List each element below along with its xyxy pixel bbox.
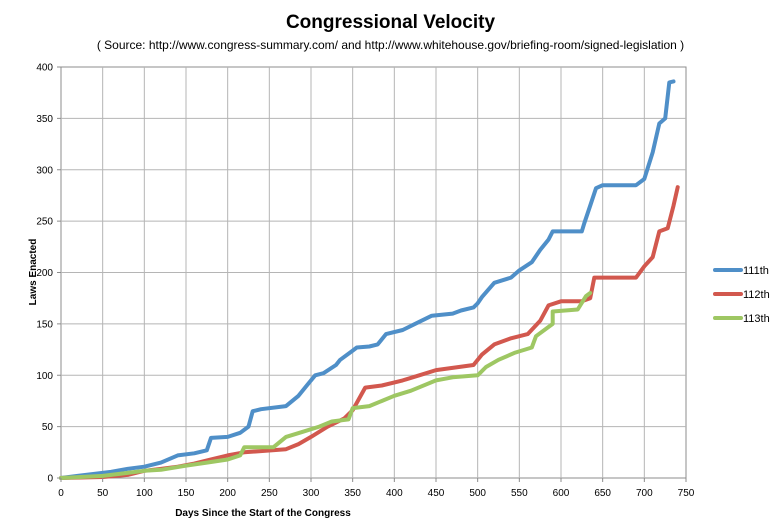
y-tick-label: 250: [36, 217, 53, 228]
y-tick-label: 350: [36, 114, 53, 125]
y-tick-label: 100: [36, 371, 53, 382]
x-tick-label: 200: [219, 488, 236, 499]
chart-title: Congressional Velocity: [285, 12, 496, 33]
x-tick-label: 100: [136, 488, 153, 499]
series-layer: [59, 79, 680, 480]
x-axis-label: Days Since the Start of the Congress: [175, 508, 351, 519]
legend-label-113th: 113th: [743, 313, 770, 325]
x-tick-label: 0: [58, 488, 64, 499]
x-tick-label: 750: [678, 488, 695, 499]
chart-subtitle: ( Source: http://www.congress-summary.co…: [96, 38, 685, 52]
y-tick-label: 150: [36, 319, 53, 330]
y-tick-label: 50: [42, 422, 54, 433]
x-tick-label: 400: [386, 488, 403, 499]
x-tick-label: 50: [97, 488, 109, 499]
grid: [60, 66, 687, 479]
y-tick-label: 200: [36, 268, 53, 279]
x-tick-label: 300: [303, 488, 320, 499]
series-line-113th: [59, 291, 593, 480]
legend-label-112th: 112th: [743, 289, 770, 301]
y-tick-label: 400: [36, 63, 53, 74]
axes: 0 50 100 150 200 250 300 350 400 450 500 550 600 650 7…: [36, 63, 694, 500]
legend-label-111th: 111th: [743, 265, 769, 277]
y-tick-label: 300: [36, 165, 53, 176]
series-line-111th: [59, 79, 676, 480]
x-tick-label: 500: [469, 488, 486, 499]
legend: 111th 112th 113th: [713, 265, 770, 325]
y-axis-label: Laws Enacted: [28, 239, 39, 306]
x-tick-label: 150: [178, 488, 195, 499]
x-tick-label: 450: [428, 488, 445, 499]
x-tick-label: 250: [261, 488, 278, 499]
x-tick-label: 350: [344, 488, 361, 499]
x-tick-label: 550: [511, 488, 528, 499]
y-tick-label: 0: [47, 474, 53, 485]
x-tick-label: 600: [553, 488, 570, 499]
x-tick-label: 650: [594, 488, 611, 499]
x-tick-label: 700: [636, 488, 653, 499]
